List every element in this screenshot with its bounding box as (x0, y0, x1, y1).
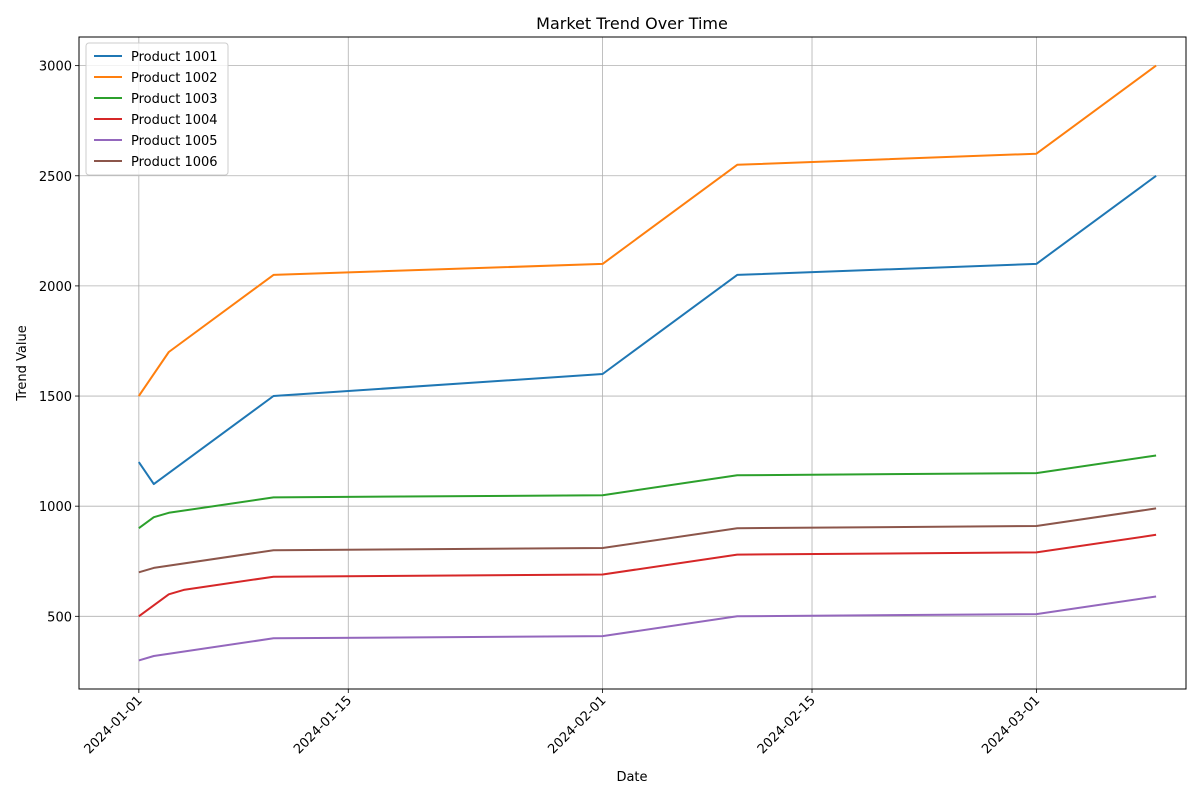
legend-label: Product 1004 (131, 113, 218, 128)
x-axis-title: Date (616, 770, 647, 785)
y-tick-label: 2500 (39, 170, 72, 185)
series-line-6 (138, 507, 1157, 574)
series-line-5 (138, 595, 1157, 662)
chart-title: Market Trend Over Time (536, 14, 728, 33)
plot-frame (78, 36, 1187, 690)
legend: Product 1001 Product 1002 Product 1003 Prod… (85, 42, 229, 176)
y-tick-label: 1500 (39, 390, 72, 405)
legend-label: Product 1005 (131, 134, 218, 149)
legend-label: Product 1006 (131, 155, 218, 170)
y-tick-label: 2000 (39, 280, 72, 295)
x-tick-label: 2024-01-15 (291, 693, 355, 757)
x-tick-label: 2024-01-01 (82, 693, 146, 757)
legend-label: Product 1003 (131, 92, 218, 107)
x-tick-label: 2024-03-01 (979, 693, 1043, 757)
grid (79, 37, 1186, 689)
y-axis-title: Trend Value (15, 325, 30, 401)
series-line-4 (138, 533, 1157, 618)
y-tick-label: 500 (47, 610, 72, 625)
series-line-2 (137, 64, 1157, 397)
x-tick-label: 2024-02-15 (755, 693, 819, 757)
legend-label: Product 1001 (131, 50, 218, 65)
y-axis: 500 1000 1500 2000 2500 3000 (39, 60, 79, 625)
series-lines (137, 64, 1157, 662)
y-tick-label: 1000 (39, 500, 72, 515)
series-line-3 (138, 454, 1157, 530)
x-axis: 2024-01-01 2024-01-15 2024-02-01 2024-02-15… (82, 689, 1043, 757)
x-tick-label: 2024-02-01 (545, 693, 609, 757)
series-line-1 (137, 174, 1157, 486)
legend-label: Product 1002 (131, 71, 218, 86)
y-tick-label: 3000 (39, 60, 72, 75)
